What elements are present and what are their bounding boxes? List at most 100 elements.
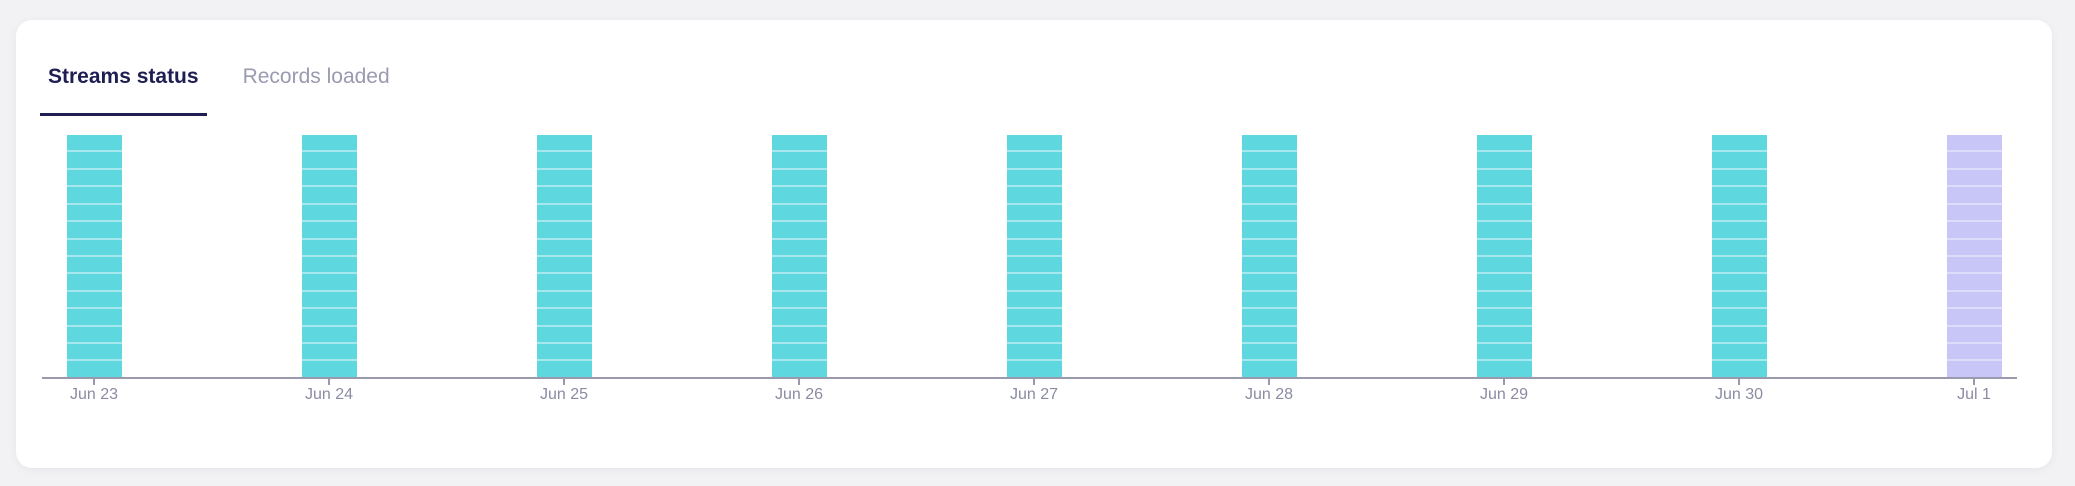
- stream-status-segment: [771, 204, 827, 221]
- stream-status-segment: [1711, 291, 1767, 308]
- bar-jun-26[interactable]: [771, 135, 827, 377]
- stream-status-segment: [1241, 274, 1297, 290]
- stream-status-segment: [771, 361, 827, 377]
- bar-segment-separator: [1241, 150, 1297, 153]
- stream-status-segment: [1711, 204, 1767, 221]
- stream-status-segment: [1946, 326, 2002, 343]
- bar-segment-separator: [1006, 272, 1062, 275]
- bar-segment-separator: [1006, 220, 1062, 223]
- stream-status-segment: [66, 274, 122, 290]
- stream-status-segment: [1476, 344, 1532, 360]
- x-axis-tick: [93, 379, 95, 385]
- bar-segment-separator: [1946, 167, 2002, 170]
- bar-segment-separator: [1006, 254, 1062, 257]
- stream-status-segment: [1476, 361, 1532, 377]
- bar-segment-separator: [1006, 167, 1062, 170]
- bar-segment-separator: [1006, 359, 1062, 362]
- stream-status-segment: [771, 135, 827, 151]
- stream-status-segment: [771, 326, 827, 343]
- stream-status-segment: [1711, 187, 1767, 203]
- x-axis-tick: [1738, 379, 1740, 385]
- stream-status-segment: [1241, 135, 1297, 151]
- bar-segment-separator: [1711, 202, 1767, 205]
- stream-status-segment: [1946, 135, 2002, 151]
- tab-records-loaded[interactable]: Records loaded: [242, 65, 390, 88]
- bar-segment-separator: [771, 237, 827, 240]
- stream-status-segment: [536, 239, 592, 255]
- bar-segment-separator: [1946, 324, 2002, 327]
- stream-status-segment: [536, 187, 592, 203]
- bar-jun-28[interactable]: [1241, 135, 1297, 377]
- bar-segment-separator: [1946, 220, 2002, 223]
- x-axis-tick: [798, 379, 800, 385]
- stream-status-segment: [771, 344, 827, 360]
- stream-status-segment: [1476, 222, 1532, 238]
- bar-segment-separator: [301, 254, 357, 257]
- stream-status-segment: [1241, 239, 1297, 255]
- bar-jun-30[interactable]: [1711, 135, 1767, 377]
- bar-segment-separator: [1476, 324, 1532, 327]
- bar-segment-separator: [1006, 307, 1062, 310]
- bar-segment-separator: [66, 324, 122, 327]
- stream-status-segment: [1006, 135, 1062, 151]
- bar-segment-separator: [1476, 359, 1532, 362]
- stream-status-segment: [301, 256, 357, 273]
- bar-segment-separator: [536, 359, 592, 362]
- bar-jun-27[interactable]: [1006, 135, 1062, 377]
- stream-status-segment: [771, 239, 827, 255]
- stream-status-segment: [301, 361, 357, 377]
- bar-segment-separator: [1006, 237, 1062, 240]
- bar-segment-separator: [1476, 342, 1532, 345]
- stream-status-segment: [1006, 204, 1062, 221]
- x-axis-label-jun-25: Jun 25: [539, 386, 589, 403]
- stream-status-segment: [1946, 152, 2002, 168]
- bar-segment-separator: [771, 150, 827, 153]
- bar-segment-separator: [301, 359, 357, 362]
- bar-segment-separator: [1241, 342, 1297, 345]
- stream-status-segment: [1946, 274, 2002, 290]
- bar-segment-separator: [1476, 167, 1532, 170]
- stream-status-segment: [66, 187, 122, 203]
- bar-segment-separator: [301, 272, 357, 275]
- stream-status-segment: [536, 309, 592, 325]
- bar-segment-separator: [771, 324, 827, 327]
- bar-segment-separator: [1711, 220, 1767, 223]
- bar-jun-24[interactable]: [301, 135, 357, 377]
- stream-status-segment: [66, 169, 122, 186]
- bar-segment-separator: [771, 254, 827, 257]
- bar-segment-separator: [1006, 342, 1062, 345]
- bar-segment-separator: [1476, 185, 1532, 188]
- bar-jun-23[interactable]: [66, 135, 122, 377]
- stream-status-segment: [301, 152, 357, 168]
- stream-status-segment: [536, 152, 592, 168]
- stream-status-segment: [66, 222, 122, 238]
- bar-segment-separator: [536, 342, 592, 345]
- bar-segment-separator: [1946, 359, 2002, 362]
- stream-status-segment: [66, 361, 122, 377]
- stream-status-segment: [1946, 204, 2002, 221]
- stream-status-segment: [1006, 169, 1062, 186]
- bar-segment-separator: [771, 342, 827, 345]
- bar-jul-1[interactable]: [1946, 135, 2002, 377]
- bar-segment-separator: [1476, 272, 1532, 275]
- stream-status-segment: [1006, 274, 1062, 290]
- bar-segment-separator: [1711, 289, 1767, 292]
- stream-status-segment: [1476, 152, 1532, 168]
- x-axis-tick: [328, 379, 330, 385]
- stream-status-segment: [1241, 256, 1297, 273]
- stream-status-segment: [66, 135, 122, 151]
- bar-jun-25[interactable]: [536, 135, 592, 377]
- stream-status-segment: [301, 222, 357, 238]
- stream-status-segment: [301, 135, 357, 151]
- tab-streams-status[interactable]: Streams status: [40, 20, 207, 116]
- bar-segment-separator: [1476, 202, 1532, 205]
- stream-status-segment: [536, 361, 592, 377]
- x-axis-tick: [563, 379, 565, 385]
- bar-segment-separator: [1241, 254, 1297, 257]
- bar-segment-separator: [1711, 272, 1767, 275]
- bar-segment-separator: [536, 272, 592, 275]
- bar-jun-29[interactable]: [1476, 135, 1532, 377]
- streams-status-card: Streams status Records loaded Jun 23 Jun …: [16, 20, 2052, 468]
- stream-status-segment: [1241, 361, 1297, 377]
- stream-status-segment: [66, 344, 122, 360]
